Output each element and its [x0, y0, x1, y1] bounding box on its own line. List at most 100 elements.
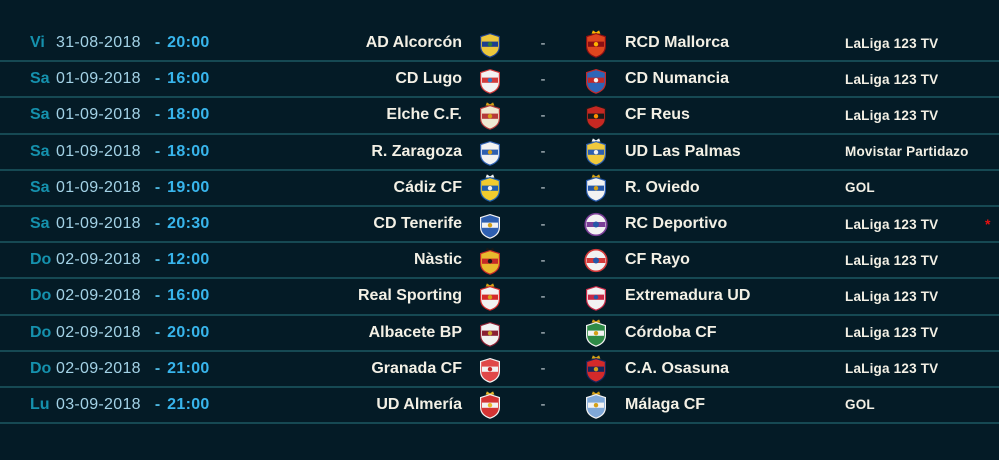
- fixture-row[interactable]: Sa 01-09-2018-19:00 Cádiz CF - R. Oviedo GOL: [0, 171, 999, 207]
- home-team-name[interactable]: Cádiz CF: [393, 178, 462, 196]
- home-team-name[interactable]: CD Lugo: [395, 70, 462, 88]
- versus-separator: -: [540, 34, 546, 52]
- versus-separator: -: [540, 324, 546, 342]
- time-separator: -: [154, 106, 161, 124]
- match-datetime: Do 02-09-2018-20:00: [0, 324, 250, 342]
- away-team-name[interactable]: R. Oviedo: [625, 178, 700, 196]
- home-team-name[interactable]: R. Zaragoza: [371, 142, 462, 160]
- cd-tenerife-crest: [478, 210, 502, 239]
- away-team-name[interactable]: CD Numancia: [625, 70, 730, 88]
- match-datetime: Sa 01-09-2018-18:00: [0, 106, 250, 124]
- date-label: 03-09-2018: [56, 395, 141, 413]
- date-label: 01-09-2018: [56, 106, 141, 124]
- away-team-name[interactable]: C.A. Osasuna: [625, 359, 730, 377]
- home-team-name[interactable]: Albacete BP: [368, 323, 462, 341]
- real-sporting-crest: [478, 282, 502, 311]
- match-datetime: Sa 01-09-2018-20:30: [0, 215, 250, 233]
- time-label: 18:00: [167, 142, 210, 160]
- away-team-name[interactable]: Málaga CF: [625, 395, 706, 413]
- match-datetime: Vi 31-08-2018-20:00: [0, 34, 250, 52]
- cd-numancia-crest: [584, 65, 608, 94]
- away-team-name[interactable]: Extremadura UD: [625, 287, 751, 305]
- time-label: 12:00: [167, 251, 210, 269]
- versus-separator: -: [540, 106, 546, 124]
- versus-separator: -: [540, 143, 546, 161]
- cd-lugo-crest: [478, 65, 502, 94]
- home-team-name[interactable]: AD Alcorcón: [365, 34, 462, 52]
- ad-alcorcon-crest: [478, 29, 502, 58]
- fixtures-table: Vi 31-08-2018-20:00 AD Alcorcón - RCD Mallor…: [0, 26, 999, 425]
- away-team-name[interactable]: UD Las Palmas: [625, 142, 741, 160]
- fixture-row[interactable]: Sa 01-09-2018-20:30 CD Tenerife - RC Deporti…: [0, 207, 999, 244]
- date-label: 31-08-2018: [56, 34, 141, 52]
- ud-almeria-crest: [478, 390, 502, 420]
- tv-channel-label: LaLiga 123 TV: [845, 35, 939, 51]
- rc-deportivo-crest: [584, 210, 608, 239]
- cadiz-cf-crest: [478, 173, 502, 203]
- time-label: 19:00: [167, 178, 210, 196]
- time-label: 18:00: [167, 106, 210, 124]
- ud-las-palmas-crest: [584, 137, 608, 166]
- fixture-row[interactable]: Sa 01-09-2018-18:00 R. Zaragoza - UD Las Pal…: [0, 135, 999, 171]
- date-label: 02-09-2018: [56, 251, 141, 269]
- date-label: 02-09-2018: [56, 287, 141, 305]
- cf-reus-crest: [584, 101, 608, 130]
- fixture-row[interactable]: Do 02-09-2018-16:00 Real Sporting - Extremad…: [0, 279, 999, 316]
- versus-separator: -: [540, 215, 546, 233]
- away-team-name[interactable]: CF Reus: [625, 106, 690, 124]
- date-label: 02-09-2018: [56, 323, 141, 341]
- albacete-bp-crest: [478, 318, 502, 347]
- fixture-row[interactable]: Sa 01-09-2018-16:00 CD Lugo - CD Numancia LaL…: [0, 62, 999, 99]
- match-datetime: Do 02-09-2018-21:00: [0, 360, 250, 378]
- date-label: 01-09-2018: [56, 215, 141, 233]
- home-team-name[interactable]: UD Almería: [376, 395, 462, 413]
- date-label: 01-09-2018: [56, 70, 141, 88]
- away-team-name[interactable]: RC Deportivo: [625, 215, 728, 233]
- tv-channel-label: LaLiga 123 TV: [845, 252, 939, 268]
- ca-osasuna-crest: [584, 354, 608, 384]
- time-separator: -: [154, 287, 161, 305]
- time-label: 21:00: [167, 359, 210, 377]
- fixture-row[interactable]: Sa 01-09-2018-18:00 Elche C.F. - CF Reus LaLi…: [0, 98, 999, 135]
- fixture-row[interactable]: Lu 03-09-2018-21:00 UD Almería - Málaga CF GO…: [0, 388, 999, 425]
- fixture-row[interactable]: Do 02-09-2018-12:00 Nàstic - CF Rayo LaLiga 1…: [0, 243, 999, 280]
- fixture-row[interactable]: Vi 31-08-2018-20:00 AD Alcorcón - RCD Mallor…: [0, 26, 999, 63]
- weekday-label: Vi: [30, 34, 45, 52]
- match-datetime: Lu 03-09-2018-21:00: [0, 396, 250, 414]
- time-label: 16:00: [167, 70, 210, 88]
- time-separator: -: [154, 178, 161, 196]
- malaga-cf-crest: [584, 390, 608, 420]
- r-zaragoza-crest: [478, 137, 502, 166]
- tv-channel-label: LaLiga 123 TV: [845, 361, 939, 377]
- weekday-label: Do: [30, 287, 52, 305]
- r-oviedo-crest: [584, 173, 608, 203]
- versus-separator: -: [540, 396, 546, 414]
- home-team-name[interactable]: Elche C.F.: [386, 106, 462, 124]
- rcd-mallorca-crest: [584, 29, 608, 58]
- fixture-row[interactable]: Do 02-09-2018-21:00 Granada CF - C.A. Osasun…: [0, 352, 999, 388]
- weekday-label: Sa: [30, 178, 50, 196]
- tv-channel-label: LaLiga 123 TV: [845, 288, 939, 304]
- away-team-name[interactable]: RCD Mallorca: [625, 34, 730, 52]
- fixture-row[interactable]: Do 02-09-2018-20:00 Albacete BP - Córdoba CF…: [0, 316, 999, 352]
- away-team-name[interactable]: Córdoba CF: [625, 323, 717, 341]
- tv-channel-label: LaLiga 123 TV: [845, 107, 939, 123]
- away-team-name[interactable]: CF Rayo: [625, 251, 690, 269]
- time-separator: -: [154, 34, 161, 52]
- weekday-label: Do: [30, 359, 52, 377]
- tv-channel-label: GOL: [845, 180, 875, 196]
- weekday-label: Sa: [30, 70, 50, 88]
- time-label: 20:00: [167, 34, 210, 52]
- tv-channel-label: LaLiga 123 TV: [845, 71, 939, 87]
- home-team-name[interactable]: Nàstic: [413, 251, 462, 269]
- weekday-label: Do: [30, 251, 52, 269]
- home-team-name[interactable]: Granada CF: [371, 359, 462, 377]
- home-team-name[interactable]: Real Sporting: [357, 287, 462, 305]
- match-datetime: Sa 01-09-2018-16:00: [0, 70, 250, 88]
- extremadura-ud-crest: [584, 282, 608, 311]
- tv-channel-label: LaLiga 123 TV: [845, 216, 939, 232]
- home-team-name[interactable]: CD Tenerife: [373, 215, 462, 233]
- date-label: 01-09-2018: [56, 178, 141, 196]
- time-separator: -: [154, 359, 161, 377]
